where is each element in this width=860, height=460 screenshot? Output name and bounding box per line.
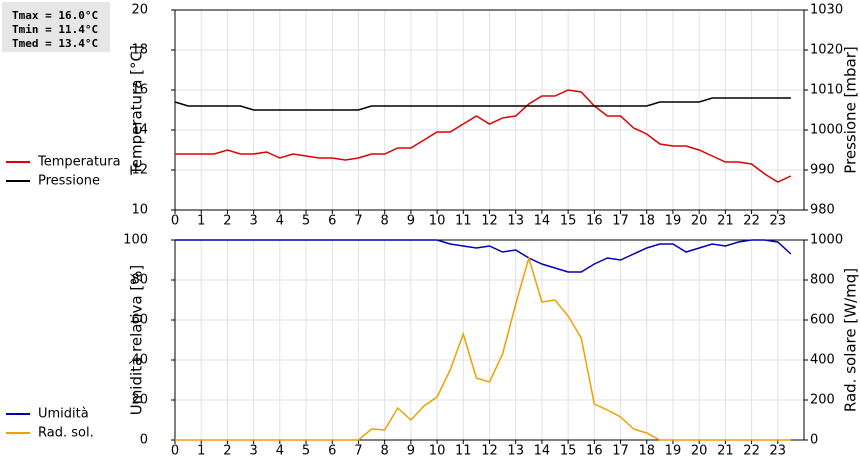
y-tick-label: 12 <box>131 163 148 178</box>
x-tick-label: 5 <box>302 214 310 229</box>
y-tick-label: 16 <box>131 83 148 98</box>
x-tick-label: 1 <box>197 444 205 459</box>
x-tick-label: 12 <box>481 444 498 459</box>
y-tick-label: 20 <box>131 3 148 18</box>
x-tick-label: 3 <box>249 444 257 459</box>
x-tick-label: 8 <box>381 214 389 229</box>
y-tick-label: 18 <box>131 43 148 58</box>
series-line <box>175 239 792 273</box>
y2-tick-label: 1000 <box>810 123 843 138</box>
y-tick-label: 10 <box>131 203 148 218</box>
series-line <box>175 89 792 183</box>
x-tick-label: 14 <box>534 444 551 459</box>
x-tick-label: 23 <box>770 214 787 229</box>
x-tick-label: 18 <box>638 444 655 459</box>
y-axis-label: Temperatura [°C] <box>128 45 146 176</box>
x-tick-label: 16 <box>586 444 603 459</box>
x-tick-label: 6 <box>328 214 336 229</box>
x-tick-label: 22 <box>743 214 760 229</box>
y2-axis-label: Rad. solare [W/mq] <box>842 268 860 412</box>
y-tick-label: 80 <box>131 273 148 288</box>
legend-label: Pressione <box>38 174 100 189</box>
y2-tick-label: 990 <box>810 163 835 178</box>
x-tick-label: 21 <box>717 214 734 229</box>
annotation: Tmax = 16.0°C <box>12 9 98 22</box>
y-tick-label: 40 <box>131 353 148 368</box>
annotation: Tmin = 11.4°C <box>12 23 98 36</box>
y-axis-label: Umidità relativa [%] <box>128 265 146 416</box>
y-tick-label: 14 <box>131 123 148 138</box>
y2-axis-label: Pressione [mbar] <box>842 46 860 174</box>
legend-label: Rad. sol. <box>38 426 94 441</box>
x-tick-label: 14 <box>534 214 551 229</box>
x-tick-label: 2 <box>223 214 231 229</box>
y-tick-label: 60 <box>131 313 148 328</box>
x-tick-label: 7 <box>354 214 362 229</box>
y2-tick-label: 1030 <box>810 3 843 18</box>
x-tick-label: 6 <box>328 444 336 459</box>
x-tick-label: 1 <box>197 214 205 229</box>
x-tick-label: 4 <box>276 444 284 459</box>
x-tick-label: 11 <box>455 444 472 459</box>
y2-tick-label: 980 <box>810 203 835 218</box>
x-tick-label: 19 <box>665 214 682 229</box>
y-tick-label: 100 <box>123 233 148 248</box>
plot-frame <box>174 9 805 211</box>
x-tick-label: 17 <box>612 444 629 459</box>
x-tick-label: 13 <box>507 214 524 229</box>
x-tick-label: 0 <box>171 444 179 459</box>
annotation: Tmed = 13.4°C <box>12 37 98 50</box>
x-tick-label: 15 <box>560 214 577 229</box>
y-tick-label: 20 <box>131 393 148 408</box>
y2-tick-label: 1010 <box>810 83 843 98</box>
x-tick-label: 13 <box>507 444 524 459</box>
x-tick-label: 4 <box>276 214 284 229</box>
x-tick-label: 2 <box>223 444 231 459</box>
x-tick-label: 5 <box>302 444 310 459</box>
y2-tick-label: 1020 <box>810 43 843 58</box>
y2-tick-label: 600 <box>810 313 835 328</box>
x-tick-label: 10 <box>429 214 446 229</box>
x-tick-label: 7 <box>354 444 362 459</box>
x-tick-label: 11 <box>455 214 472 229</box>
series-line <box>175 255 791 441</box>
x-tick-label: 3 <box>249 214 257 229</box>
legend-label: Umidità <box>38 407 89 422</box>
x-tick-label: 22 <box>743 444 760 459</box>
x-tick-label: 17 <box>612 214 629 229</box>
y2-tick-label: 400 <box>810 353 835 368</box>
y-tick-label: 0 <box>140 433 148 448</box>
legend-label: Temperatura <box>37 155 121 170</box>
plot-frame <box>174 239 805 441</box>
x-tick-label: 20 <box>691 214 708 229</box>
annotation-box <box>2 2 110 52</box>
x-tick-label: 20 <box>691 444 708 459</box>
x-tick-label: 8 <box>381 444 389 459</box>
y2-tick-label: 0 <box>810 433 818 448</box>
y2-tick-label: 200 <box>810 393 835 408</box>
x-tick-label: 15 <box>560 444 577 459</box>
x-tick-label: 0 <box>171 214 179 229</box>
x-tick-label: 16 <box>586 214 603 229</box>
y2-tick-label: 1000 <box>810 233 843 248</box>
x-tick-label: 19 <box>665 444 682 459</box>
x-tick-label: 12 <box>481 214 498 229</box>
x-tick-label: 23 <box>770 444 787 459</box>
x-tick-label: 9 <box>407 444 415 459</box>
x-tick-label: 21 <box>717 444 734 459</box>
y2-tick-label: 800 <box>810 273 835 288</box>
x-tick-label: 9 <box>407 214 415 229</box>
x-tick-label: 10 <box>429 444 446 459</box>
series-line <box>174 97 791 111</box>
x-tick-label: 18 <box>638 214 655 229</box>
